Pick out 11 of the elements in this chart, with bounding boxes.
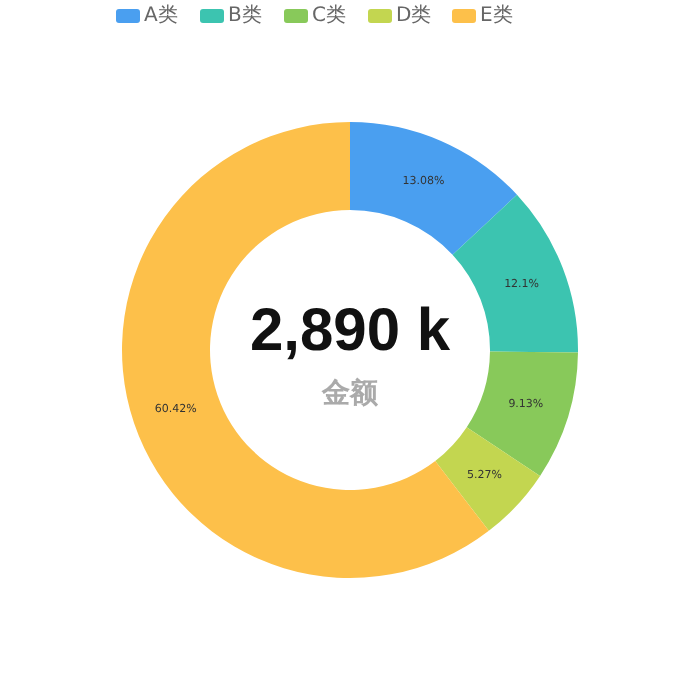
legend-label: C类: [312, 3, 346, 28]
text: 2,890 k: [249, 297, 451, 364]
legend-label: B类: [228, 3, 262, 28]
legend-label: E类: [480, 3, 513, 28]
text: 金额: [320, 375, 380, 410]
donut-slice: [452, 194, 578, 353]
donut-slice: [350, 122, 517, 255]
legend-label: D类: [396, 3, 432, 28]
donut-slice: [466, 351, 578, 476]
legend-label: A类: [144, 3, 178, 28]
donut-slice: [435, 427, 541, 531]
